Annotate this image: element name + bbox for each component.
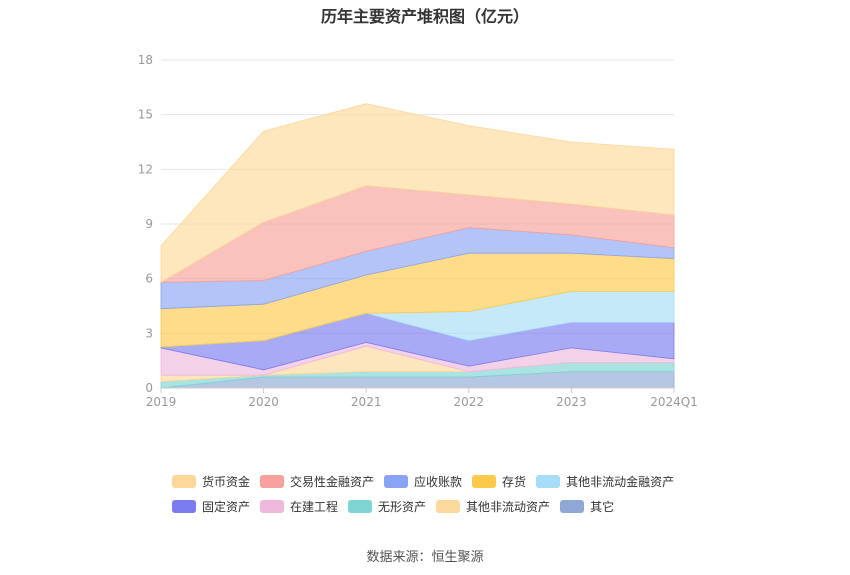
x-tick-label: 2020 (248, 395, 279, 409)
legend-item[interactable]: 交易性金融资产 (260, 474, 374, 490)
legend-item[interactable]: 在建工程 (260, 498, 338, 514)
chart-title: 历年主要资产堆积图（亿元） (320, 7, 529, 26)
legend-label: 其他非流动金融资产 (566, 475, 675, 489)
legend-label: 交易性金融资产 (290, 475, 375, 489)
legend-swatch (260, 499, 285, 513)
area-货币资金 (160, 103, 675, 283)
legend-label: 其他非流动资产 (466, 499, 551, 514)
legend-label: 无形资产 (378, 499, 427, 514)
legend-label: 应收账款 (414, 475, 463, 489)
legend-swatch (260, 475, 285, 488)
legend-swatch (560, 499, 585, 513)
data-source: 数据来源：恒生聚源 (366, 550, 484, 565)
legend-swatch (172, 475, 196, 488)
legend-swatch (536, 475, 561, 488)
legend-item[interactable]: 固定资产 (172, 498, 250, 514)
legend-label: 固定资产 (202, 499, 251, 514)
y-tick-label: 6 (145, 272, 153, 286)
y-tick-label: 18 (138, 53, 153, 67)
legend-item[interactable]: 其他非流动金融资产 (536, 474, 674, 490)
x-tick-label: 2024Q1 (650, 395, 698, 409)
y-tick-label: 15 (138, 108, 153, 122)
axes: 0 3 6 9 12 15 18 2019 2020 2021 2022 2023 2024Q1 (138, 53, 698, 409)
legend-label: 存货 (502, 475, 527, 489)
x-tick-label: 2019 (146, 395, 177, 409)
legend-item[interactable]: 无形资产 (348, 498, 426, 514)
x-tick-label: 2021 (351, 395, 382, 409)
legend-item[interactable]: 货币资金 (172, 474, 250, 490)
y-tick-label: 0 (145, 381, 153, 395)
legend-item[interactable]: 应收账款 (384, 474, 462, 490)
legend-label: 货币资金 (202, 475, 251, 489)
legend-swatch (472, 475, 497, 488)
y-tick-label: 12 (138, 162, 153, 176)
legend-swatch (384, 475, 409, 488)
legend-label: 其它 (590, 499, 615, 514)
x-tick-label: 2023 (556, 395, 587, 409)
x-tick-label: 2022 (454, 395, 485, 409)
y-tick-label: 9 (145, 217, 153, 231)
legend-label: 在建工程 (290, 499, 339, 514)
legend-swatch (436, 499, 461, 513)
legend-swatch (172, 499, 196, 513)
legend-swatch (348, 499, 373, 513)
y-tick-label: 3 (145, 326, 153, 340)
legend-item[interactable]: 其他非流动资产 (436, 498, 550, 514)
legend-item[interactable]: 其它 (560, 498, 614, 514)
legend: 货币资金 交易性金融资产 应收账款 存货 其他非流动金融资产固定资产 在建工程 无形资产 其他… (172, 473, 732, 522)
area-series (159, 103, 675, 389)
legend-item[interactable]: 存货 (472, 474, 526, 490)
